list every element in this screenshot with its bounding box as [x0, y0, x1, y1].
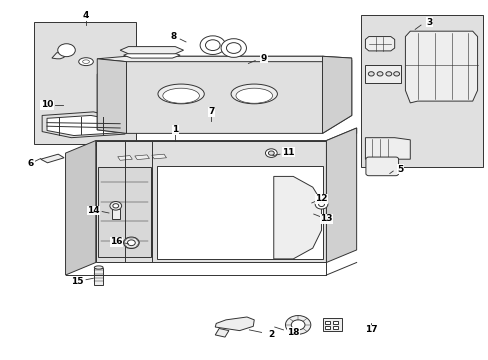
Circle shape — [393, 72, 399, 76]
Circle shape — [110, 202, 122, 210]
Polygon shape — [135, 155, 149, 159]
Circle shape — [221, 39, 246, 57]
Polygon shape — [405, 31, 477, 103]
Circle shape — [123, 237, 139, 248]
Text: 16: 16 — [110, 237, 123, 246]
Circle shape — [367, 72, 373, 76]
Ellipse shape — [236, 88, 272, 103]
Polygon shape — [215, 317, 254, 330]
Bar — [360, 15, 483, 167]
Polygon shape — [326, 128, 356, 262]
Circle shape — [291, 320, 305, 330]
Ellipse shape — [158, 84, 204, 104]
Circle shape — [265, 149, 277, 157]
Circle shape — [58, 44, 75, 57]
Ellipse shape — [231, 84, 277, 104]
Polygon shape — [365, 65, 400, 83]
Polygon shape — [215, 328, 228, 337]
Polygon shape — [97, 59, 126, 134]
Text: 12: 12 — [315, 194, 327, 203]
Text: 15: 15 — [71, 276, 84, 285]
Circle shape — [200, 36, 225, 54]
Text: 8: 8 — [170, 32, 177, 41]
Bar — [325, 320, 330, 324]
Polygon shape — [152, 154, 166, 159]
Text: 6: 6 — [28, 159, 34, 168]
Polygon shape — [47, 116, 120, 135]
Polygon shape — [322, 56, 351, 134]
Bar — [332, 325, 337, 329]
FancyBboxPatch shape — [365, 157, 398, 176]
Circle shape — [268, 151, 274, 155]
Circle shape — [315, 200, 327, 209]
Text: 13: 13 — [320, 214, 332, 223]
Text: 11: 11 — [282, 148, 294, 157]
Text: 17: 17 — [364, 325, 377, 334]
Bar — [332, 320, 337, 324]
Bar — [157, 166, 322, 259]
Bar — [323, 319, 341, 330]
Bar — [112, 209, 120, 220]
Circle shape — [205, 40, 220, 50]
Text: 9: 9 — [260, 54, 266, 63]
Circle shape — [226, 42, 241, 53]
Polygon shape — [365, 37, 394, 51]
Text: 3: 3 — [426, 18, 432, 27]
Bar — [94, 267, 103, 285]
Polygon shape — [98, 167, 151, 257]
Polygon shape — [97, 56, 351, 62]
Polygon shape — [42, 112, 125, 138]
Polygon shape — [97, 56, 351, 134]
Polygon shape — [65, 140, 96, 275]
Text: 1: 1 — [172, 125, 178, 134]
Bar — [325, 325, 330, 329]
Text: 4: 4 — [82, 11, 89, 20]
Polygon shape — [96, 128, 356, 146]
Ellipse shape — [94, 266, 103, 269]
Circle shape — [127, 240, 135, 246]
Text: 18: 18 — [286, 328, 299, 337]
Text: 7: 7 — [208, 107, 214, 116]
Polygon shape — [365, 138, 409, 159]
Ellipse shape — [79, 58, 93, 66]
Circle shape — [376, 72, 382, 76]
Polygon shape — [118, 156, 132, 160]
Text: 5: 5 — [397, 165, 403, 174]
Bar — [34, 22, 136, 144]
Polygon shape — [96, 140, 326, 262]
Polygon shape — [273, 176, 321, 259]
Text: 14: 14 — [87, 206, 100, 215]
Polygon shape — [52, 53, 64, 59]
Circle shape — [285, 316, 310, 334]
Polygon shape — [120, 46, 183, 54]
Polygon shape — [41, 154, 64, 163]
Circle shape — [113, 204, 119, 208]
Polygon shape — [123, 52, 180, 58]
Circle shape — [385, 72, 391, 76]
Ellipse shape — [163, 88, 199, 103]
Text: 2: 2 — [267, 330, 274, 339]
Text: 10: 10 — [41, 100, 53, 109]
